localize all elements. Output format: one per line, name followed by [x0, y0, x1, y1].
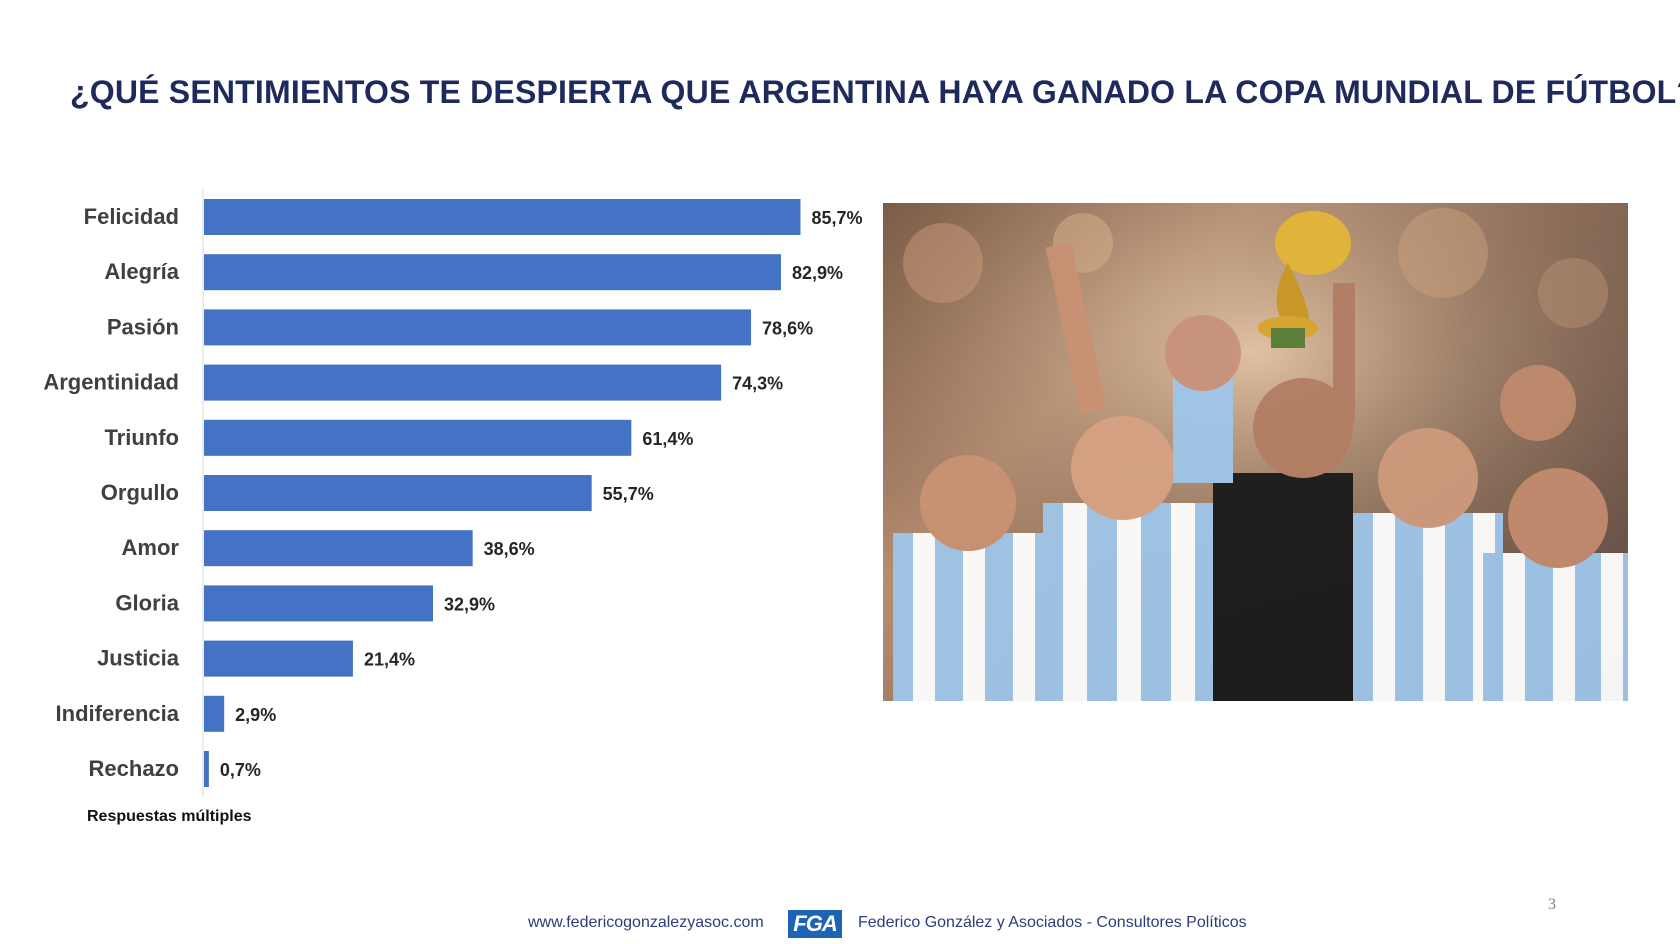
category-label: Orgullo	[101, 480, 179, 505]
category-label: Pasión	[107, 314, 179, 339]
page-title: ¿QUÉ SENTIMIENTOS TE DESPIERTA QUE ARGEN…	[70, 74, 1680, 110]
fga-logo: FGA	[788, 910, 842, 938]
value-label: 55,7%	[603, 484, 654, 504]
bar	[204, 419, 632, 456]
chart-note: Respuestas múltiples	[87, 808, 252, 825]
value-label: 21,4%	[364, 650, 415, 670]
footer-company: Federico González y Asociados - Consulto…	[858, 914, 1247, 931]
value-label: 2,9%	[235, 705, 276, 725]
value-label: 38,6%	[484, 539, 535, 559]
footer-url-link[interactable]: www.federicogonzalezyasoc.com	[528, 914, 764, 931]
bar	[204, 695, 225, 732]
bar	[204, 254, 781, 291]
bar	[204, 530, 473, 567]
category-label: Alegría	[104, 259, 179, 284]
value-label: 78,6%	[762, 318, 813, 338]
value-label: 74,3%	[732, 374, 783, 394]
bar	[204, 364, 722, 401]
celebration-photo	[883, 203, 1628, 701]
value-label: 85,7%	[811, 208, 862, 228]
value-label: 32,9%	[444, 594, 495, 614]
trophy-icon	[1258, 211, 1351, 348]
category-label: Triunfo	[104, 425, 179, 450]
value-label: 0,7%	[220, 760, 261, 780]
category-label: Amor	[122, 535, 180, 560]
value-label: 61,4%	[642, 429, 693, 449]
page-number: 3	[1548, 896, 1556, 913]
bar	[204, 640, 353, 677]
value-label: 82,9%	[792, 263, 843, 283]
footer: www.federicogonzalezyasoc.com FGA Federi…	[0, 910, 1680, 940]
category-label: Rechazo	[89, 756, 179, 781]
category-label: Felicidad	[84, 204, 179, 229]
category-label: Indiferencia	[56, 701, 180, 726]
bar	[204, 309, 752, 346]
bar	[204, 585, 433, 622]
bar	[204, 475, 592, 511]
celebration-photo-illustration	[883, 203, 1628, 701]
category-label: Argentinidad	[43, 370, 179, 395]
bar	[204, 199, 801, 235]
category-label: Gloria	[115, 590, 179, 615]
category-label: Justicia	[97, 646, 180, 671]
bar	[204, 751, 209, 787]
bar-chart: Felicidad 85,7% Alegría 82,9% Pasión 78,6% Arg…	[43, 189, 863, 797]
